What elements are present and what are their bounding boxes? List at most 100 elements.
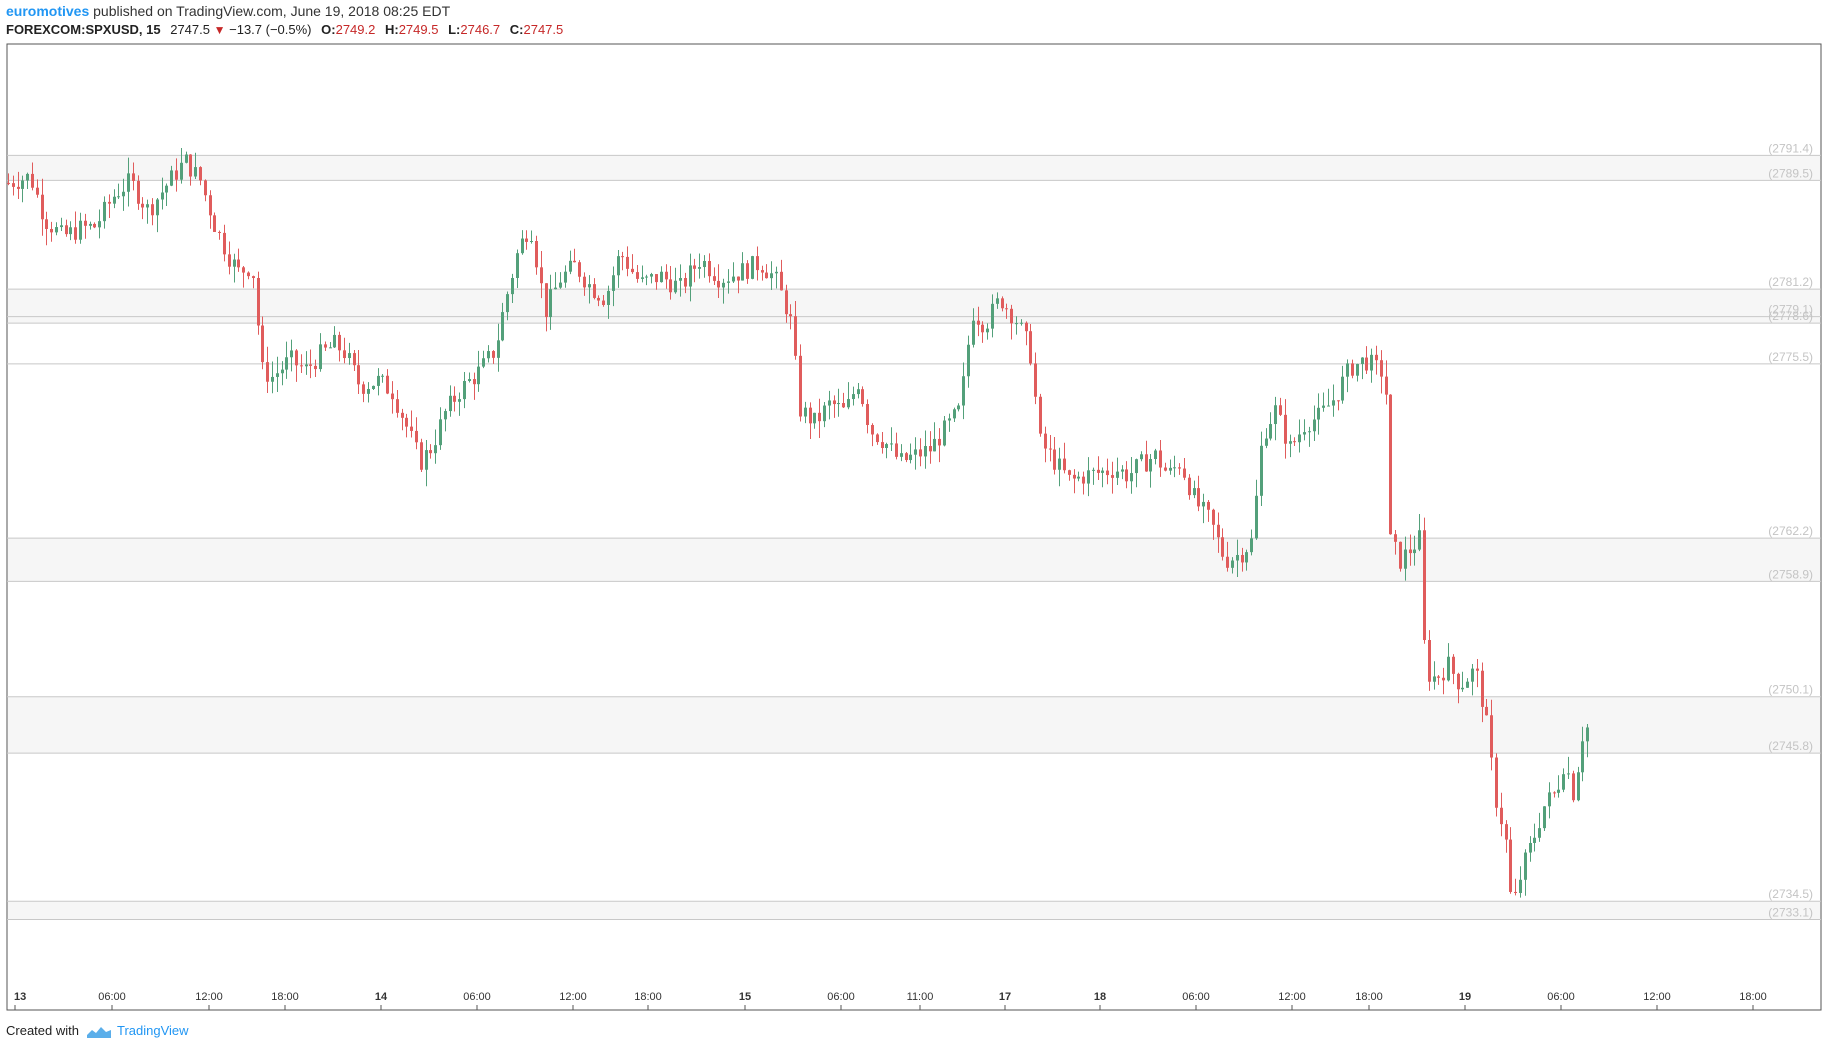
candle-body [1269,424,1272,439]
candle-body [1005,308,1008,310]
candle-body [1025,322,1028,332]
candle-body [1154,450,1157,460]
time-axis[interactable]: 13 06:00 12:00 18:00 14 06:00 12:00 18:00 15 06:0… [14,991,1767,1010]
candle-body [717,280,720,288]
candle-body [881,442,884,448]
candle-body [1447,656,1450,681]
candle-body [45,219,48,229]
candle-body [276,373,279,377]
candle-body [65,225,68,235]
candle-body [161,192,164,200]
level-band [8,538,1820,582]
candle-body [737,276,740,281]
candlestick-chart[interactable]: (2791.4) (2789.5) (2781.2) (2779.1)(2778.6)… [0,0,1828,1012]
time-tick-label: 06:00 [98,991,126,1003]
candle-body [785,290,788,315]
candle-body [218,231,221,233]
candle-body [319,344,322,370]
candle-body [588,284,591,288]
candle-body [199,167,202,181]
candle-body [1082,476,1085,484]
candle-body [1169,467,1172,471]
candle-body [650,274,653,277]
candle-body [1418,530,1421,550]
time-tick-label: 12:00 [559,991,587,1003]
candle-body [381,375,384,377]
candle-body [977,320,980,325]
time-tick-label: 06:00 [1182,991,1210,1003]
candle-body [1207,501,1210,510]
candle-body [1164,467,1167,471]
candle-body [799,355,802,417]
candle-body [21,180,24,189]
time-tick-label: 18:00 [634,991,662,1003]
candle-body [1394,534,1397,542]
candle-body [1121,469,1124,472]
candle-body [938,438,941,446]
candle-body [1202,501,1205,507]
candle-body [1557,789,1560,793]
candle-body [98,221,101,228]
candle-body [180,162,183,180]
candle-body [420,442,423,470]
candle-body [626,256,629,269]
candle-body [1145,454,1148,472]
candle-body [1495,757,1498,808]
candle-body [761,270,764,273]
candle-body [521,238,524,254]
candle-body [453,395,456,402]
candle-body [1245,552,1248,563]
candle-body [1125,469,1128,482]
candle-body [549,289,552,318]
candle-body [1428,640,1431,682]
candle-body [1077,476,1080,479]
candle-body [60,225,63,228]
candle-body [804,407,807,417]
candle-body [871,425,874,435]
candle-body [1279,405,1282,415]
candle-body [1317,407,1320,420]
candle-body [309,364,312,366]
candle-body [593,284,596,298]
candle-body [261,325,264,363]
candle-body [655,274,658,283]
candle-body [1404,549,1407,569]
candle-body [324,344,327,348]
candle-body [1298,434,1301,443]
candle-body [962,376,965,406]
candle-body [1471,668,1474,682]
candle-body [477,366,480,385]
candle-body [103,201,106,222]
candle-body [741,263,744,281]
candle-body [492,351,495,358]
candle-body [861,389,864,405]
candle-body [1231,560,1234,568]
candle-body [252,276,255,279]
candle-body [746,263,749,279]
candle-body [69,227,72,235]
candle-body [1217,524,1220,538]
candle-body [1178,467,1181,469]
time-tick-label: 18:00 [1739,991,1767,1003]
candle-body [1097,469,1100,473]
candle-body [1413,549,1416,554]
candle-body [1265,438,1268,446]
candle-body [665,271,668,280]
candle-body [1500,807,1503,825]
candle-body [93,223,96,228]
tradingview-link[interactable]: TradingView [116,1023,189,1038]
plot-area[interactable] [6,43,1822,1011]
candle-body [631,268,634,273]
candle-body [1221,537,1224,557]
candle-body [1409,549,1412,554]
candle-body [1044,433,1047,449]
candle-body [564,271,567,283]
candle-body [410,426,413,431]
author-name[interactable]: euromotives [6,3,90,19]
candle-body [809,407,812,424]
level-label: (2762.2) [1768,524,1813,538]
candle-body [1255,495,1258,539]
candle-body [84,220,87,226]
candle-body [842,403,845,408]
time-tick-label: 11:00 [907,991,934,1003]
